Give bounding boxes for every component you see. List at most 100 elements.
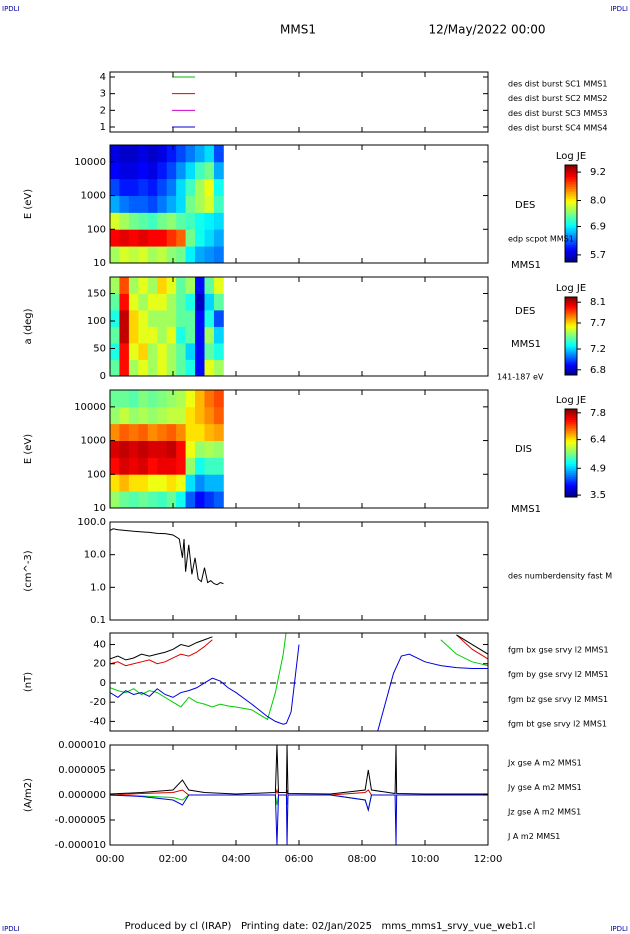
y-axis-label: a (deg) — [23, 308, 34, 344]
spectrogram-cell — [138, 310, 149, 327]
colorbar-segment — [565, 339, 577, 343]
corner-label: IPDLI — [610, 5, 628, 13]
spectrogram-cell — [185, 195, 196, 213]
colorbar-segment — [565, 448, 577, 452]
colorbar-segment — [565, 371, 577, 374]
spectrogram-cell — [157, 440, 168, 458]
colorbar-segment — [565, 359, 577, 362]
spectrogram-cell — [119, 310, 130, 327]
spectrogram-cell — [128, 293, 139, 311]
y-tick-label: 100.0 — [77, 517, 106, 528]
colorbar-segment — [565, 179, 577, 183]
spectrogram-cell — [157, 310, 168, 327]
y-axis-label: E (eV) — [23, 434, 34, 464]
spectrogram-cell — [185, 229, 196, 247]
spectrogram-cell — [195, 326, 205, 344]
spectrogram-cell — [157, 229, 168, 247]
spectrogram-cell — [128, 343, 139, 360]
spectrogram-cell — [166, 343, 177, 360]
y-tick-label: 0 — [100, 678, 106, 689]
spectrogram-cell — [128, 406, 139, 425]
legend-entry: des dist burst SC3 MMS3 — [508, 109, 607, 118]
colorbar-tick-label: 7.7 — [590, 318, 606, 329]
y-axis-label: (A/m2) — [23, 778, 34, 812]
y-tick-label: -0.000010 — [55, 840, 106, 851]
spectrogram-cell — [195, 406, 205, 425]
plot-area — [110, 390, 224, 508]
colorbar-segment — [565, 468, 577, 472]
colorbar-tick-label: 9.2 — [590, 167, 606, 178]
spectrogram-cell — [119, 457, 130, 475]
spectrogram-cell — [166, 491, 177, 508]
colorbar-segment — [565, 225, 577, 229]
colorbar-segment — [565, 242, 577, 246]
spectrogram-cell — [213, 343, 224, 360]
spectrogram-cell — [213, 310, 224, 327]
data-line — [110, 528, 224, 586]
spectrogram-cell — [128, 359, 139, 376]
colorbar-segment — [565, 208, 577, 212]
data-line — [110, 794, 488, 812]
spectrogram-cell — [128, 229, 139, 247]
spectrogram-cell — [119, 212, 130, 230]
colorbar-segment — [565, 206, 577, 210]
spectrogram-cell — [195, 440, 205, 458]
spectrogram-cell — [110, 145, 120, 163]
colorbar-segment — [565, 355, 577, 358]
plot-area — [110, 745, 488, 845]
spectrogram-cell — [166, 277, 177, 294]
spectrogram-cell — [176, 423, 186, 441]
colorbar-segment — [565, 220, 577, 224]
colorbar-segment — [565, 177, 577, 181]
spectrogram-cell — [138, 161, 149, 180]
spectrogram-cell — [128, 212, 139, 230]
spectrogram-cell — [147, 145, 158, 163]
spectrogram-cell — [176, 246, 186, 263]
colorbar-segment — [565, 422, 577, 425]
spectrogram-cell — [185, 359, 196, 376]
spectrogram-cell — [185, 457, 196, 475]
corner-label: IPDLI — [2, 925, 20, 933]
spectrogram-cell — [128, 390, 139, 408]
colorbar-segment — [565, 310, 577, 314]
legend-entry: Jz gse A m2 MMS1 — [507, 808, 581, 817]
plot-area — [110, 277, 224, 376]
legend-entry: J A m2 MMS1 — [507, 832, 560, 841]
spectrogram-cell — [204, 310, 215, 327]
spectrogram-cell — [213, 359, 224, 376]
spectrogram-cell — [147, 310, 158, 327]
spectrogram-cell — [213, 145, 224, 163]
spectrogram-cell — [119, 390, 130, 408]
spectrogram-cell — [110, 277, 120, 294]
spectrogram-cell — [166, 326, 177, 344]
spectrogram-cell — [138, 440, 149, 458]
spectrogram-cell — [157, 161, 168, 180]
colorbar-segment — [565, 235, 577, 239]
colorbar-segment — [565, 363, 577, 366]
spectrogram-cell — [128, 440, 139, 458]
colorbar-segment — [565, 477, 577, 480]
spectrogram-cell — [176, 359, 186, 376]
spectrogram-cell — [138, 293, 149, 311]
colorbar-segment — [565, 245, 577, 248]
spectrogram-cell — [204, 277, 215, 294]
spectrogram-cell — [157, 293, 168, 311]
colorbar-segment — [565, 341, 577, 345]
spectrogram-cell — [195, 145, 205, 163]
colorbar-segment — [565, 466, 577, 469]
spectrogram-cell — [204, 440, 215, 458]
y-tick-label: 10000 — [74, 157, 106, 168]
x-tick-label: 12:00 — [474, 854, 503, 865]
spectrogram-cell — [204, 343, 215, 360]
spectrogram-cell — [176, 491, 186, 508]
colorbar-segment — [565, 411, 577, 414]
panel-frame — [109, 71, 489, 133]
spectrogram-cell — [166, 440, 177, 458]
spectrogram-cell — [176, 277, 186, 294]
colorbar-segment — [565, 475, 577, 478]
colorbar-segment — [565, 446, 577, 450]
colorbar-segment — [565, 297, 577, 300]
spectrogram-cell — [195, 161, 205, 180]
plot-area — [110, 145, 224, 263]
colorbar-segment — [565, 312, 577, 316]
